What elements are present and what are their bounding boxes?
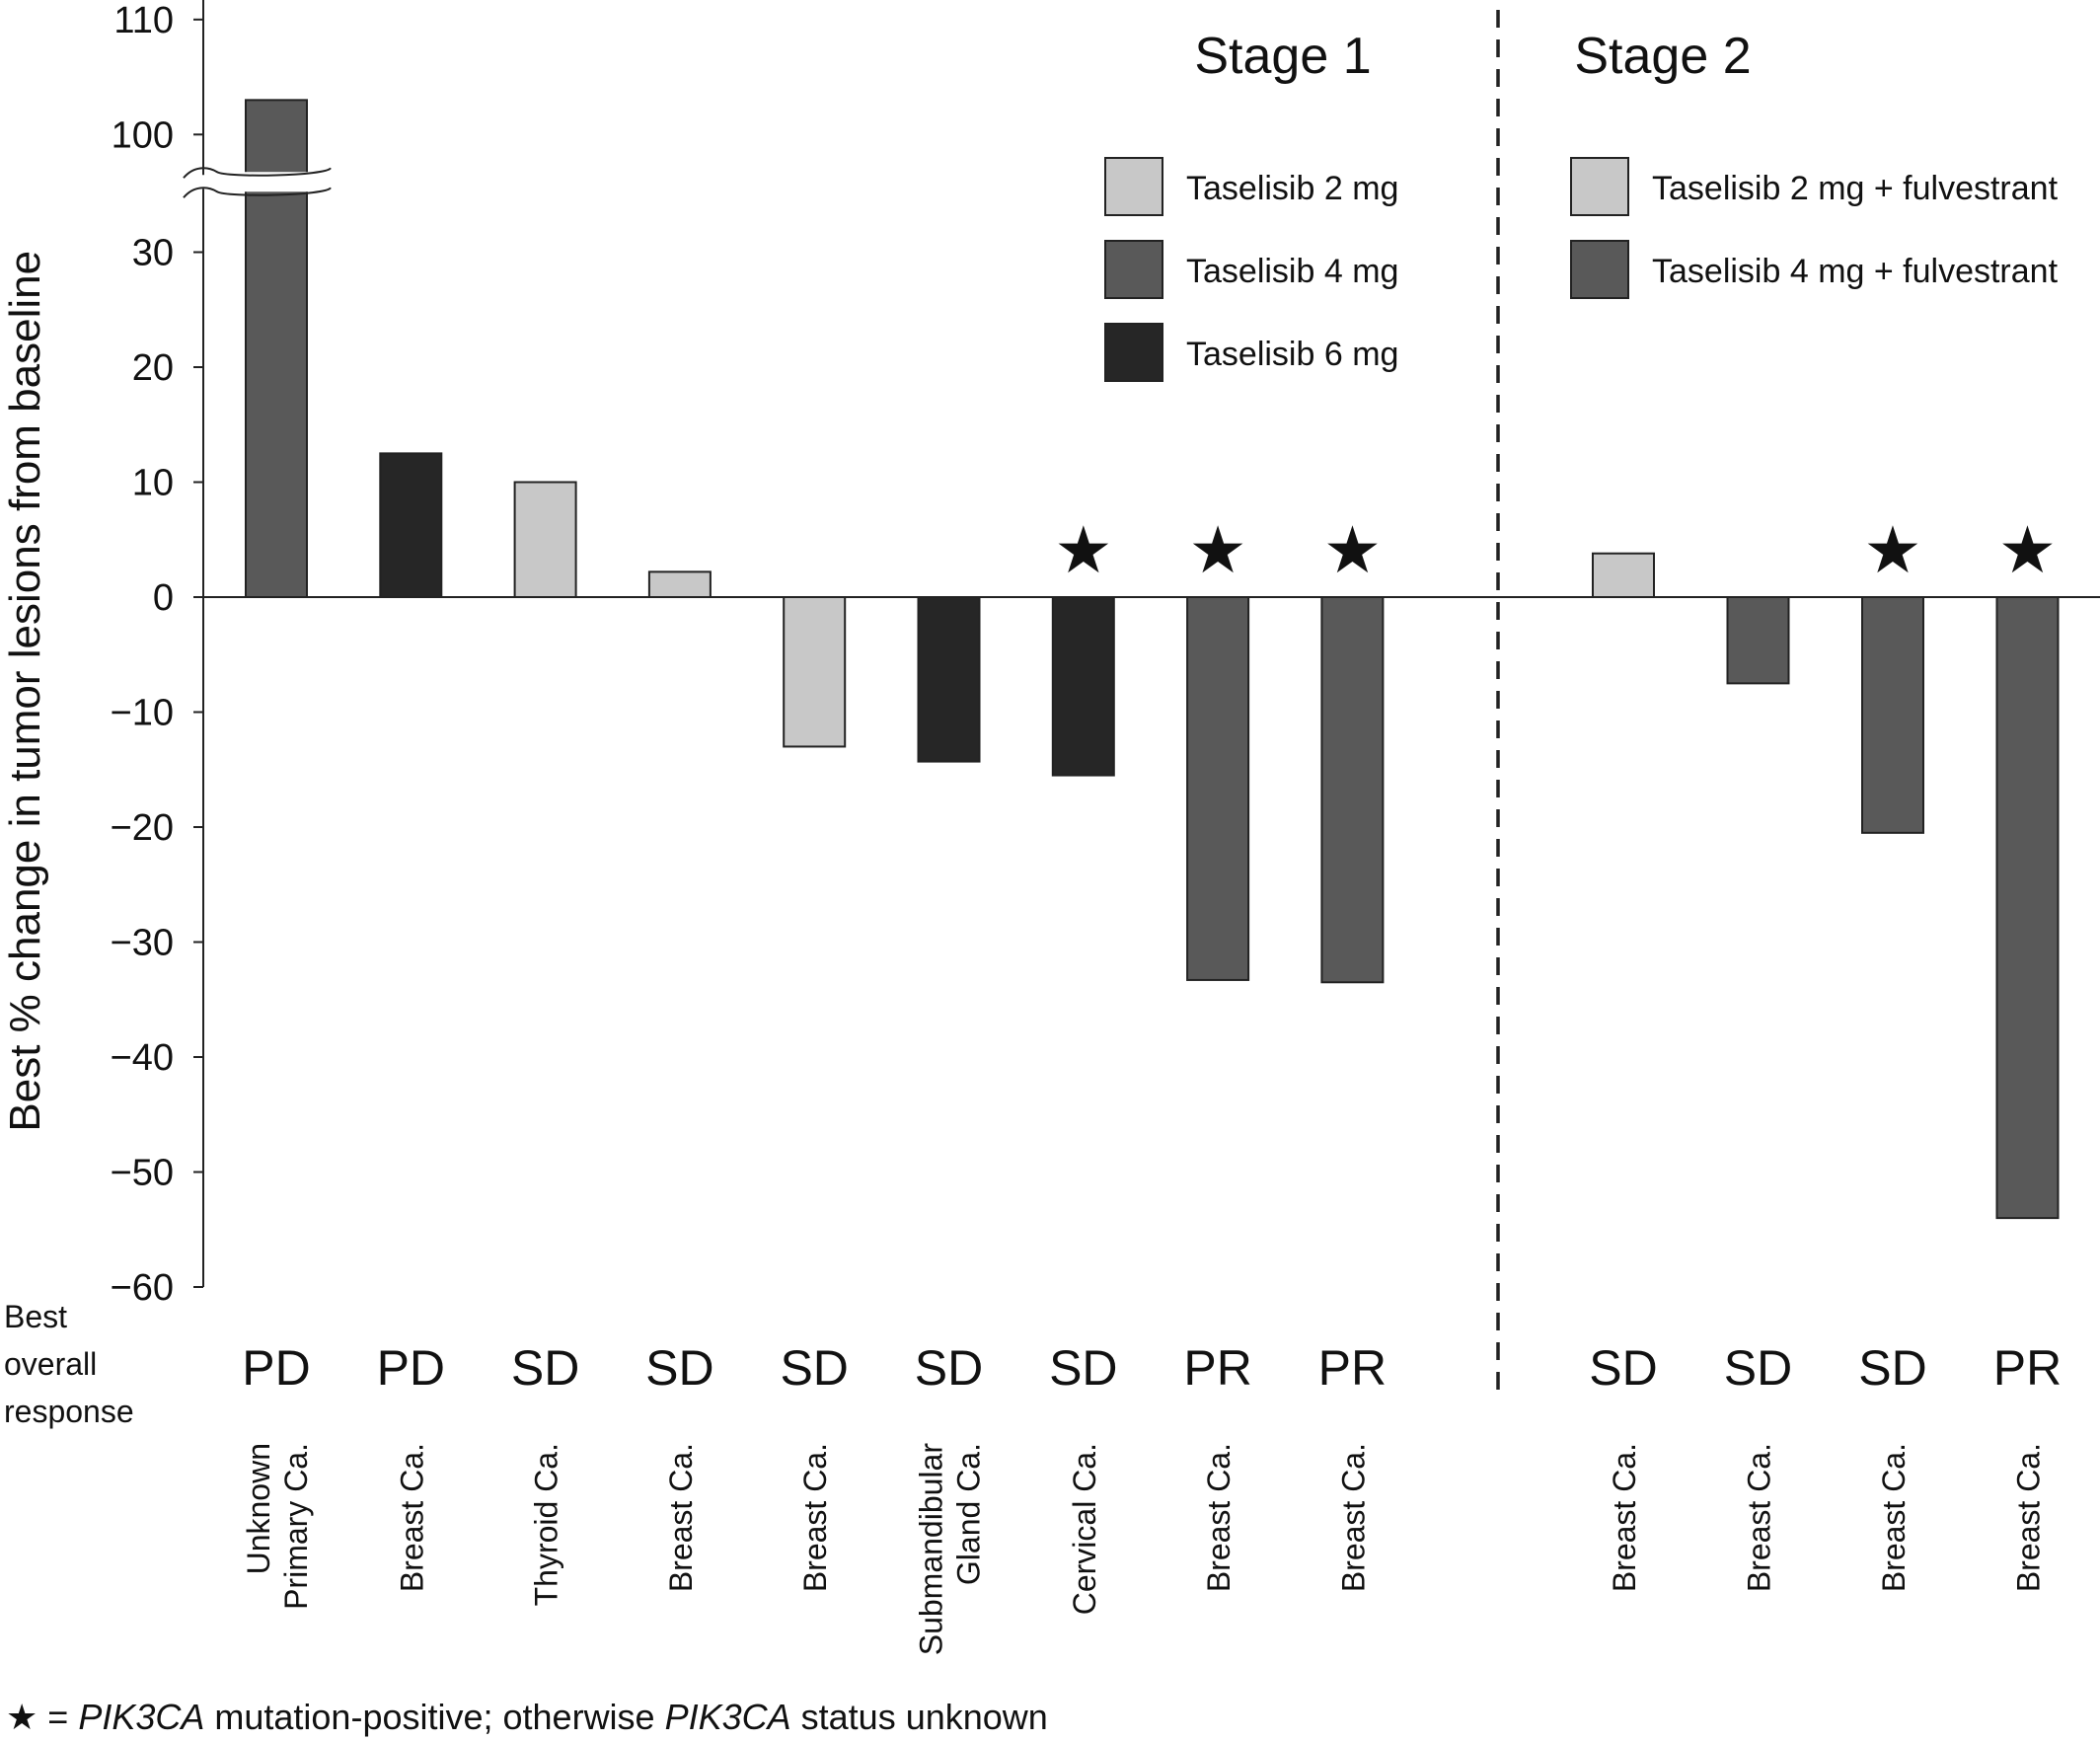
bar-6 xyxy=(1051,596,1115,777)
response-label-0: PD xyxy=(242,1340,310,1396)
side-label-line-2: response xyxy=(4,1394,134,1429)
y-tick-label-11: −60 xyxy=(111,1267,174,1309)
footnote-part-0: = xyxy=(38,1697,78,1737)
bar-7 xyxy=(1186,596,1250,981)
star-marker-6: ★ xyxy=(1054,513,1112,586)
side-label-line-1: overall xyxy=(4,1346,97,1382)
legend-label-t4: Taselisib 4 mg xyxy=(1186,253,1398,290)
footnote-part-3: PIK3CA xyxy=(665,1697,791,1737)
response-label-7: PR xyxy=(1183,1340,1251,1396)
tumor-label-1: Breast Ca. xyxy=(394,1443,429,1592)
tumor-label-9: Breast Ca. xyxy=(1607,1443,1642,1592)
star-marker-8: ★ xyxy=(1323,513,1382,586)
tumor-label-0: UnknownPrimary Ca. xyxy=(241,1443,314,1610)
y-tick-label-7: −20 xyxy=(111,807,174,849)
legend-label-t4f: Taselisib 4 mg + fulvestrant xyxy=(1652,253,2059,290)
bar-10 xyxy=(1726,596,1790,685)
y-tick-label-5: 0 xyxy=(153,577,174,619)
legend-swatch-t4f xyxy=(1570,240,1629,299)
tumor-label-10: Breast Ca. xyxy=(1742,1443,1777,1592)
star-marker-12: ★ xyxy=(1998,513,2057,586)
footnote: ★ = PIK3CA mutation-positive; otherwise … xyxy=(6,1697,1048,1737)
legend-swatch-t6 xyxy=(1104,323,1163,382)
bar-1 xyxy=(379,452,443,598)
y-axis-label: Best % change in tumor lesions from base… xyxy=(1,251,49,1132)
legend-label-t2: Taselisib 2 mg xyxy=(1186,170,1398,207)
tumor-label-11: Breast Ca. xyxy=(1876,1443,1912,1592)
y-tick-label-3: 20 xyxy=(132,347,174,389)
bar-11 xyxy=(1861,596,1924,834)
y-tick-label-4: 10 xyxy=(132,463,174,504)
response-label-8: PR xyxy=(1318,1340,1387,1396)
y-tick-label-0: 110 xyxy=(113,0,174,41)
tumor-label-4: Breast Ca. xyxy=(797,1443,833,1592)
stage-1-label: Stage 1 xyxy=(1194,28,1371,85)
footnote-part-2: mutation-positive; otherwise xyxy=(204,1697,664,1737)
response-label-9: SD xyxy=(1589,1340,1657,1396)
footnote-part-4: status unknown xyxy=(791,1697,1048,1737)
legend-label-t6: Taselisib 6 mg xyxy=(1186,336,1398,373)
response-label-1: PD xyxy=(377,1340,445,1396)
bar-4 xyxy=(783,596,847,748)
legend-swatch-t2f xyxy=(1570,157,1629,216)
footnote-star: ★ xyxy=(6,1697,38,1737)
y-tick-label-8: −30 xyxy=(111,923,174,964)
star-marker-7: ★ xyxy=(1189,513,1247,586)
y-tick-label-6: −10 xyxy=(111,693,174,734)
response-label-6: SD xyxy=(1049,1340,1117,1396)
y-tick-label-9: −40 xyxy=(111,1037,174,1079)
tumor-label-5: SubmandibularGland Ca. xyxy=(914,1443,987,1656)
stage-2-label: Stage 2 xyxy=(1574,28,1751,85)
tumor-label-12: Breast Ca. xyxy=(2011,1443,2047,1592)
tumor-label-6: Cervical Ca. xyxy=(1067,1443,1102,1615)
bar-3 xyxy=(647,570,712,598)
bar-9 xyxy=(1592,552,1655,598)
response-label-12: PR xyxy=(1993,1340,2062,1396)
legend-swatch-t2 xyxy=(1104,157,1163,216)
response-label-4: SD xyxy=(780,1340,848,1396)
response-label-10: SD xyxy=(1724,1340,1792,1396)
tumor-label-3: Breast Ca. xyxy=(663,1443,699,1592)
bar-12 xyxy=(1995,596,2060,1220)
side-label-line-0: Best xyxy=(4,1299,67,1334)
bar-5 xyxy=(917,596,981,763)
star-marker-11: ★ xyxy=(1863,513,1921,586)
y-tick-label-10: −50 xyxy=(111,1153,174,1194)
y-tick-label-1: 100 xyxy=(112,114,174,156)
tumor-label-2: Thyroid Ca. xyxy=(529,1443,564,1606)
footnote-part-1: PIK3CA xyxy=(78,1697,204,1737)
bar-8 xyxy=(1320,596,1385,984)
legend-label-t2f: Taselisib 2 mg + fulvestrant xyxy=(1652,170,2059,207)
tumor-label-7: Breast Ca. xyxy=(1201,1443,1237,1592)
response-label-11: SD xyxy=(1858,1340,1926,1396)
legend-swatch-t4 xyxy=(1104,240,1163,299)
axis-break-mark-upper xyxy=(183,167,332,179)
response-label-2: SD xyxy=(511,1340,579,1396)
response-label-5: SD xyxy=(915,1340,983,1396)
bar-2 xyxy=(513,481,577,598)
y-tick-label-2: 30 xyxy=(132,233,174,274)
axis-break-gap xyxy=(216,172,337,192)
axis-break-mark-lower xyxy=(183,187,332,198)
response-label-3: SD xyxy=(645,1340,713,1396)
tumor-label-8: Breast Ca. xyxy=(1335,1443,1371,1592)
